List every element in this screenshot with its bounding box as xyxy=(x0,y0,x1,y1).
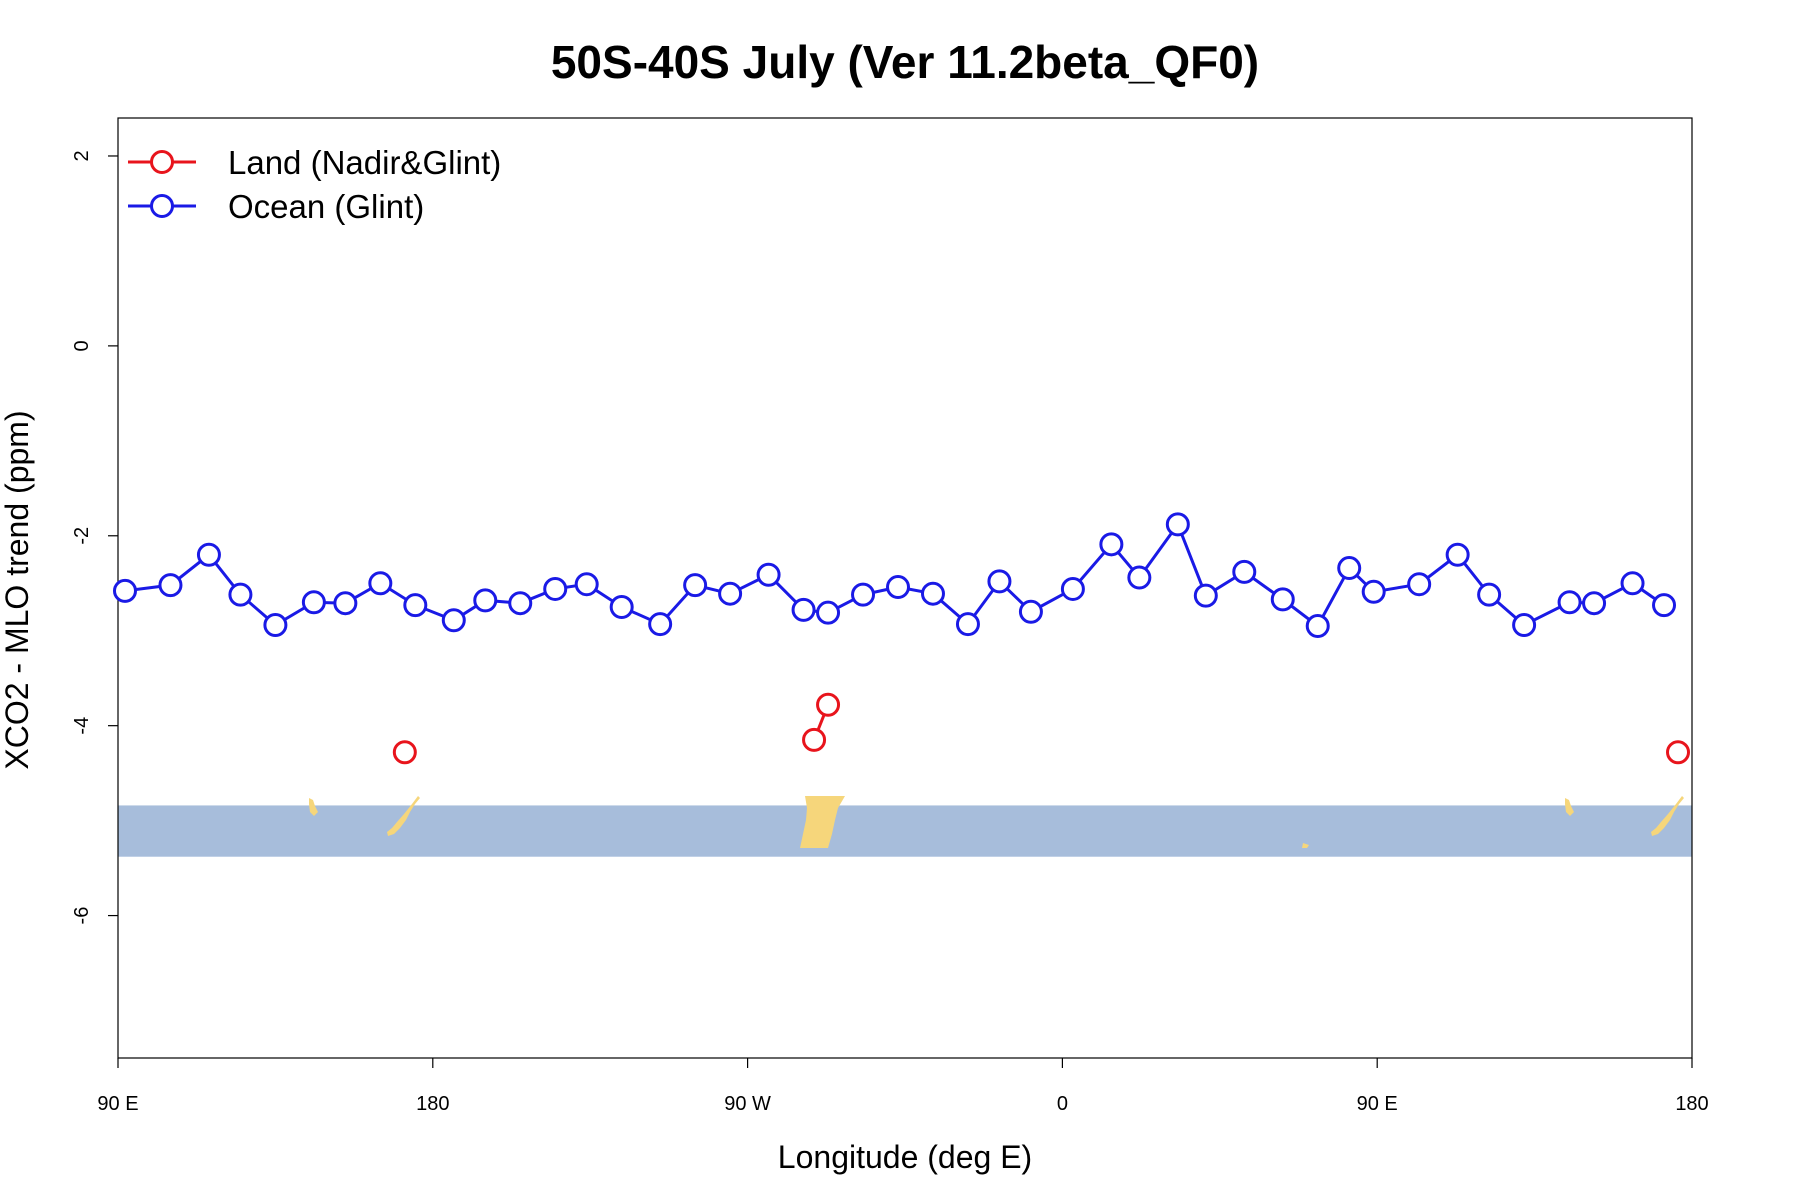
data-point xyxy=(718,581,743,606)
data-point xyxy=(648,612,673,637)
data-point xyxy=(228,582,253,607)
data-point xyxy=(508,591,533,616)
series-layer xyxy=(112,512,1691,765)
land-mask-strip xyxy=(118,796,1692,857)
data-point xyxy=(441,608,466,633)
x-tick-label: 180 xyxy=(1675,1093,1708,1115)
legend: Land (Nadir&Glint) Ocean (Glint) xyxy=(128,144,501,225)
data-point xyxy=(1361,579,1386,604)
y-tick-label: -4 xyxy=(71,717,93,735)
ocean-band xyxy=(118,805,1692,857)
data-point xyxy=(1620,571,1645,596)
tasmania-left xyxy=(309,798,318,816)
data-point xyxy=(368,571,393,596)
data-point xyxy=(1337,556,1362,581)
data-point xyxy=(802,727,827,752)
data-point xyxy=(1477,582,1502,607)
x-tick-label: 180 xyxy=(416,1093,449,1115)
data-point xyxy=(403,593,428,618)
new-zealand-left xyxy=(387,796,420,836)
data-point xyxy=(1445,542,1470,567)
legend-label: Ocean (Glint) xyxy=(228,188,424,225)
data-point xyxy=(955,612,980,637)
x-tick-label: 0 xyxy=(1057,1093,1068,1115)
data-point xyxy=(791,597,816,622)
data-point xyxy=(333,591,358,616)
data-point xyxy=(1270,587,1295,612)
data-point xyxy=(987,569,1012,594)
data-point xyxy=(1232,559,1257,584)
series-land xyxy=(392,692,1691,765)
series-ocean xyxy=(112,512,1677,638)
data-point xyxy=(851,582,876,607)
data-point xyxy=(609,594,634,619)
legend-marker xyxy=(150,194,174,218)
data-point xyxy=(886,575,911,600)
data-point xyxy=(1193,583,1218,608)
data-point xyxy=(543,576,568,601)
data-point xyxy=(1305,613,1330,638)
data-point xyxy=(816,600,841,625)
data-point xyxy=(574,572,599,597)
tasmania-right xyxy=(1565,798,1574,816)
y-axis-label: XCO2 - MLO trend (ppm) xyxy=(0,410,35,769)
data-point xyxy=(112,578,137,603)
data-point xyxy=(392,740,417,765)
data-point xyxy=(1099,532,1124,557)
data-point xyxy=(301,590,326,615)
new-zealand-right xyxy=(1651,796,1684,836)
data-point xyxy=(920,581,945,606)
data-point xyxy=(158,573,183,598)
x-axis-label: Longitude (deg E) xyxy=(778,1139,1032,1175)
x-tick-label: 90 E xyxy=(1357,1093,1398,1115)
data-point xyxy=(1652,593,1677,618)
data-point xyxy=(1582,591,1607,616)
data-point xyxy=(196,542,221,567)
legend-label: Land (Nadir&Glint) xyxy=(228,144,501,181)
y-tick-label: 0 xyxy=(71,340,93,351)
data-point xyxy=(756,562,781,587)
data-point xyxy=(1557,590,1582,615)
data-point xyxy=(1407,572,1432,597)
chart-title: 50S-40S July (Ver 11.2beta_QF0) xyxy=(551,36,1259,88)
data-point xyxy=(816,692,841,717)
south-america xyxy=(800,796,845,848)
legend-marker xyxy=(150,150,174,174)
series-line xyxy=(124,521,1665,629)
data-point xyxy=(263,613,288,638)
x-tick-label: 90 W xyxy=(724,1093,771,1115)
data-point xyxy=(1512,613,1537,638)
y-tick-label: 2 xyxy=(71,150,93,161)
data-point xyxy=(1127,565,1152,590)
data-point xyxy=(1018,599,1043,624)
data-point xyxy=(1165,512,1190,537)
data-point xyxy=(473,588,498,613)
land-speck xyxy=(1302,843,1309,848)
data-point xyxy=(1060,576,1085,601)
data-point xyxy=(683,573,708,598)
x-tick-label: 90 E xyxy=(97,1093,138,1115)
data-point xyxy=(1666,740,1691,765)
axes: 90 E 180 90 W 0 90 E 180 2 0 -2 -4 -6 xyxy=(71,117,1709,1115)
y-tick-label: -6 xyxy=(71,907,93,925)
y-tick-label: -2 xyxy=(71,527,93,545)
